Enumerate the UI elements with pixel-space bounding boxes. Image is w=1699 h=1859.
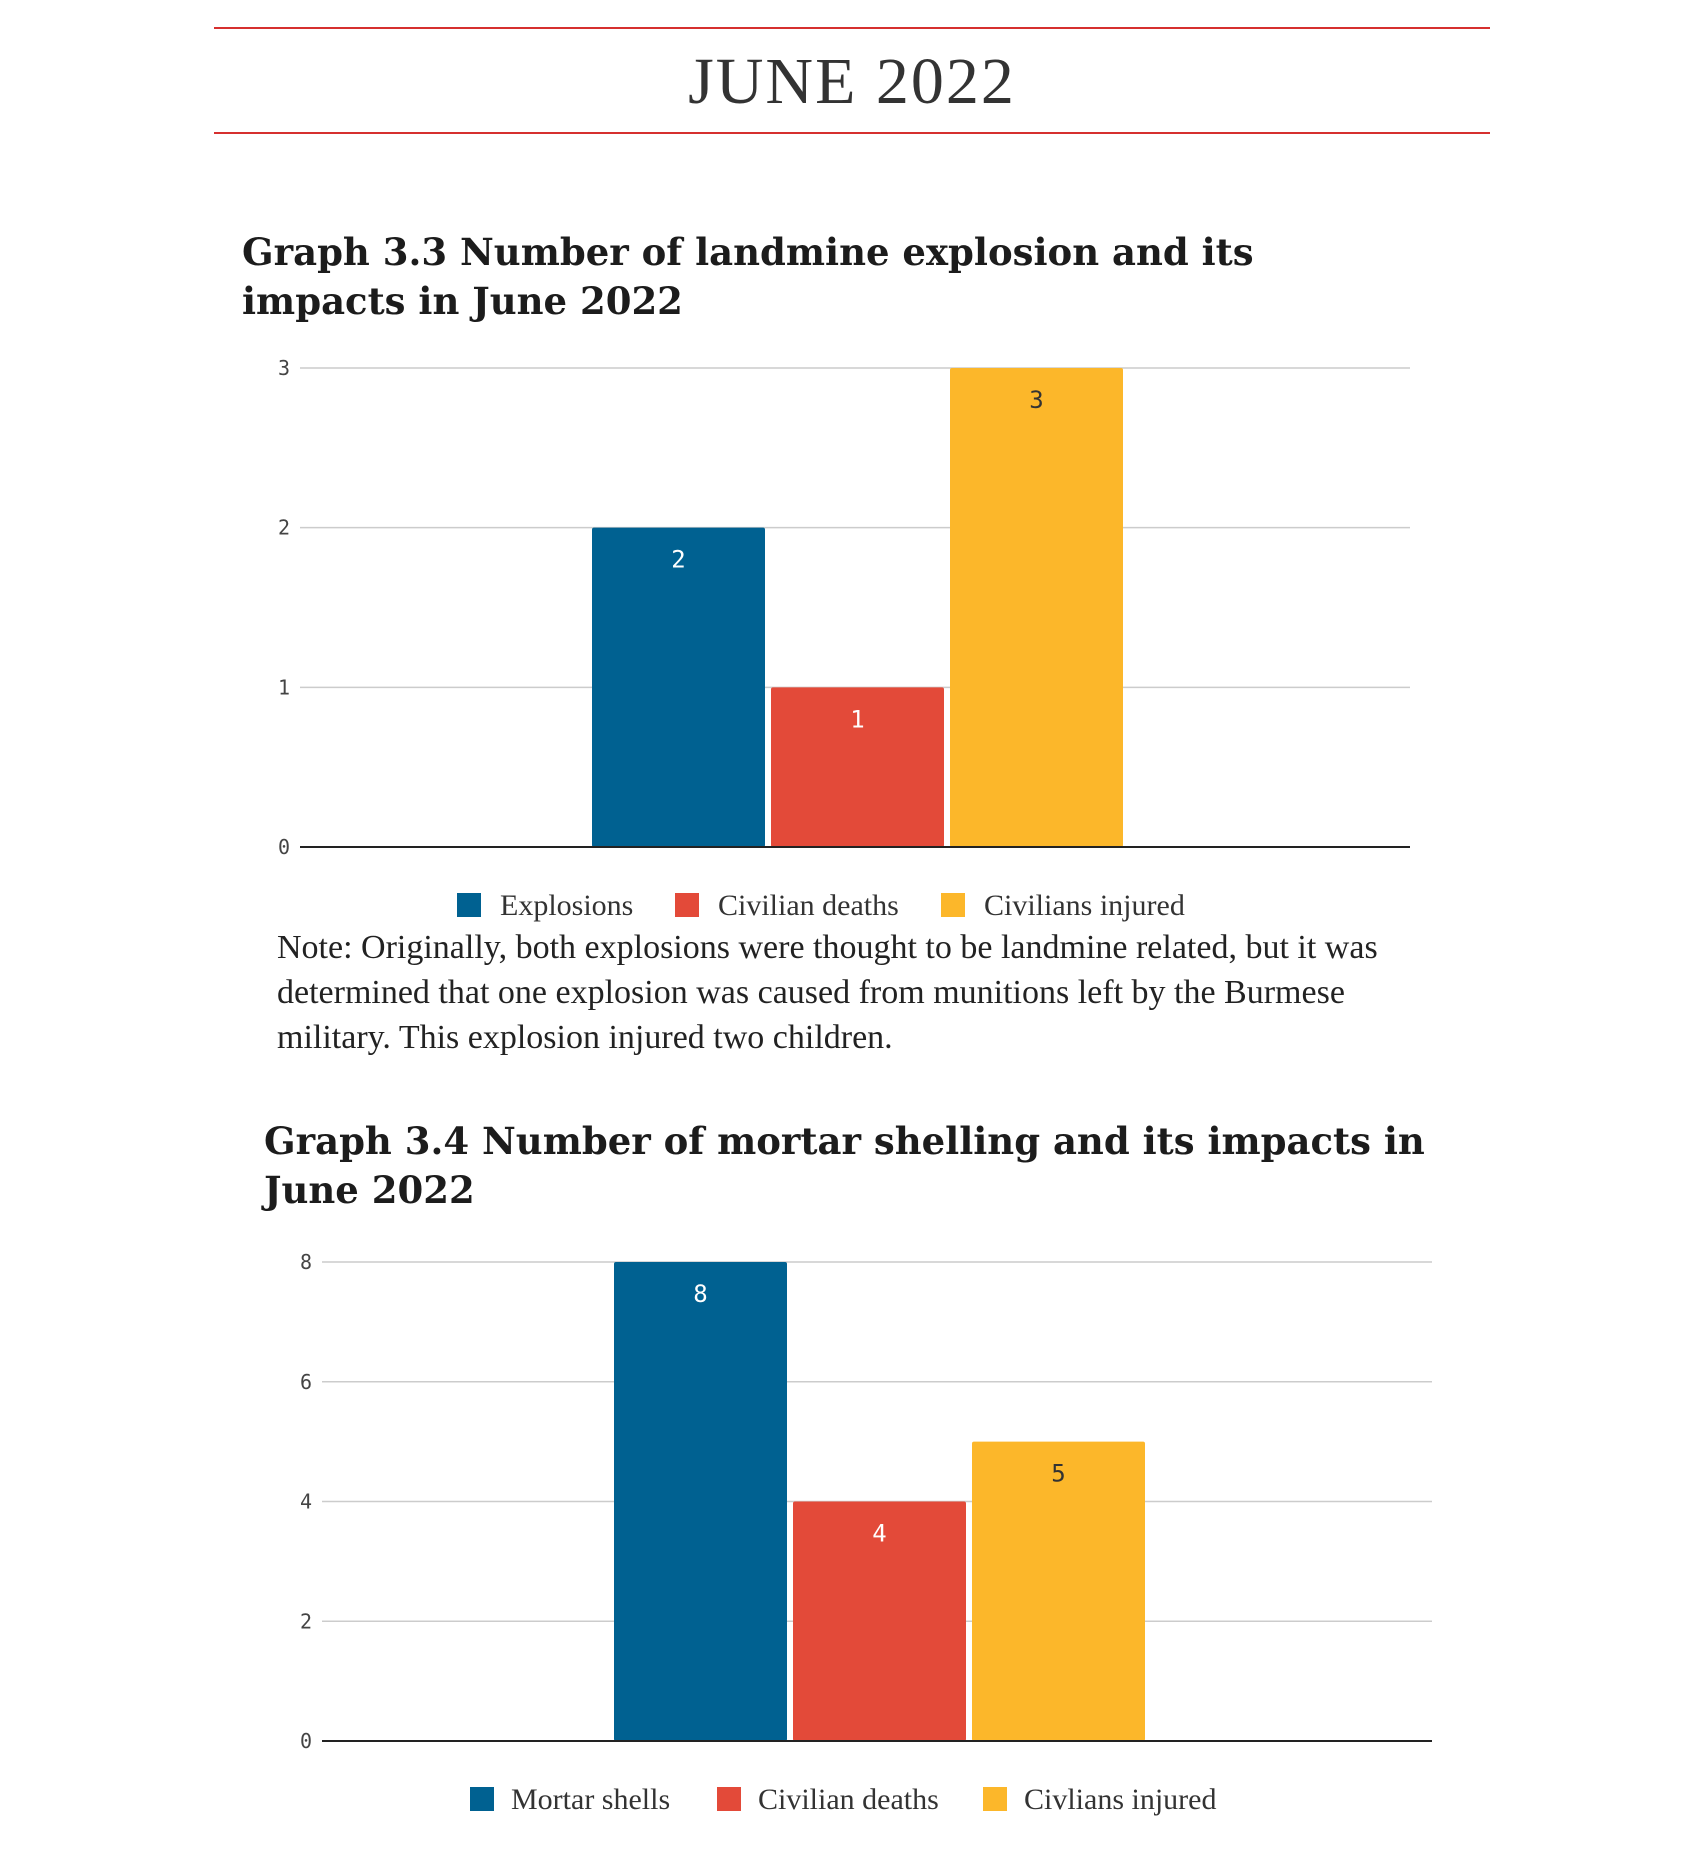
graph-3-4-title: Graph 3.4 Number of mortar shelling and …	[264, 1119, 1425, 1212]
y-tick-label: 2	[300, 1609, 312, 1633]
legend-label: Explosions	[500, 889, 633, 922]
y-tick-label: 0	[278, 835, 290, 859]
bar-civilian-deaths	[771, 687, 944, 847]
y-tick-label: 4	[300, 1490, 312, 1514]
top-rule	[214, 27, 1490, 29]
y-tick-label: 1	[278, 675, 290, 699]
y-tick-label: 0	[300, 1729, 312, 1753]
bar-data-label: 1	[850, 705, 864, 733]
bar-data-label: 4	[872, 1520, 886, 1548]
legend-swatch	[457, 893, 481, 917]
bar-data-label: 5	[1051, 1460, 1065, 1488]
legend-label: Mortar shells	[511, 1783, 670, 1816]
bar-data-label: 2	[671, 546, 685, 574]
legend-swatch	[675, 893, 699, 917]
graph-3-3-chart: 0 1 2 3 2 1 3 Explosions Civilian deaths Civilian…	[278, 356, 1410, 922]
chart-note: Note: Originally, both explosions were t…	[277, 929, 1378, 1056]
legend-label: Civilian deaths	[718, 889, 899, 922]
graph-3-3-title: Graph 3.3 Number of landmine explosion a…	[242, 230, 1254, 323]
legend-label: Civilian deaths	[758, 1783, 939, 1816]
legend-swatch	[941, 893, 965, 917]
legend-label: Civlians injured	[1024, 1783, 1216, 1816]
legend-swatch	[983, 1787, 1007, 1811]
legend-swatch	[717, 1787, 741, 1811]
y-tick-label: 3	[278, 356, 290, 380]
y-tick-label: 6	[300, 1370, 312, 1394]
page-heading: JUNE 2022	[688, 45, 1016, 118]
y-tick-label: 8	[300, 1250, 312, 1274]
bar-data-label: 3	[1029, 386, 1043, 414]
legend-swatch	[470, 1787, 494, 1811]
bar-mortar-shells	[614, 1262, 787, 1741]
y-tick-label: 2	[278, 516, 290, 540]
legend-label: Civilians injured	[984, 889, 1185, 922]
graph-3-4-chart: 0 2 4 6 8 8 4 5 Mortar shells Civilian deaths Civl…	[300, 1250, 1432, 1816]
bar-civilian-deaths	[793, 1501, 966, 1741]
bar-civlians-injured	[972, 1441, 1145, 1741]
bar-civilians-injured	[950, 368, 1123, 847]
bar-explosions	[592, 527, 765, 847]
bar-data-label: 8	[693, 1280, 707, 1308]
bottom-rule	[214, 132, 1490, 134]
